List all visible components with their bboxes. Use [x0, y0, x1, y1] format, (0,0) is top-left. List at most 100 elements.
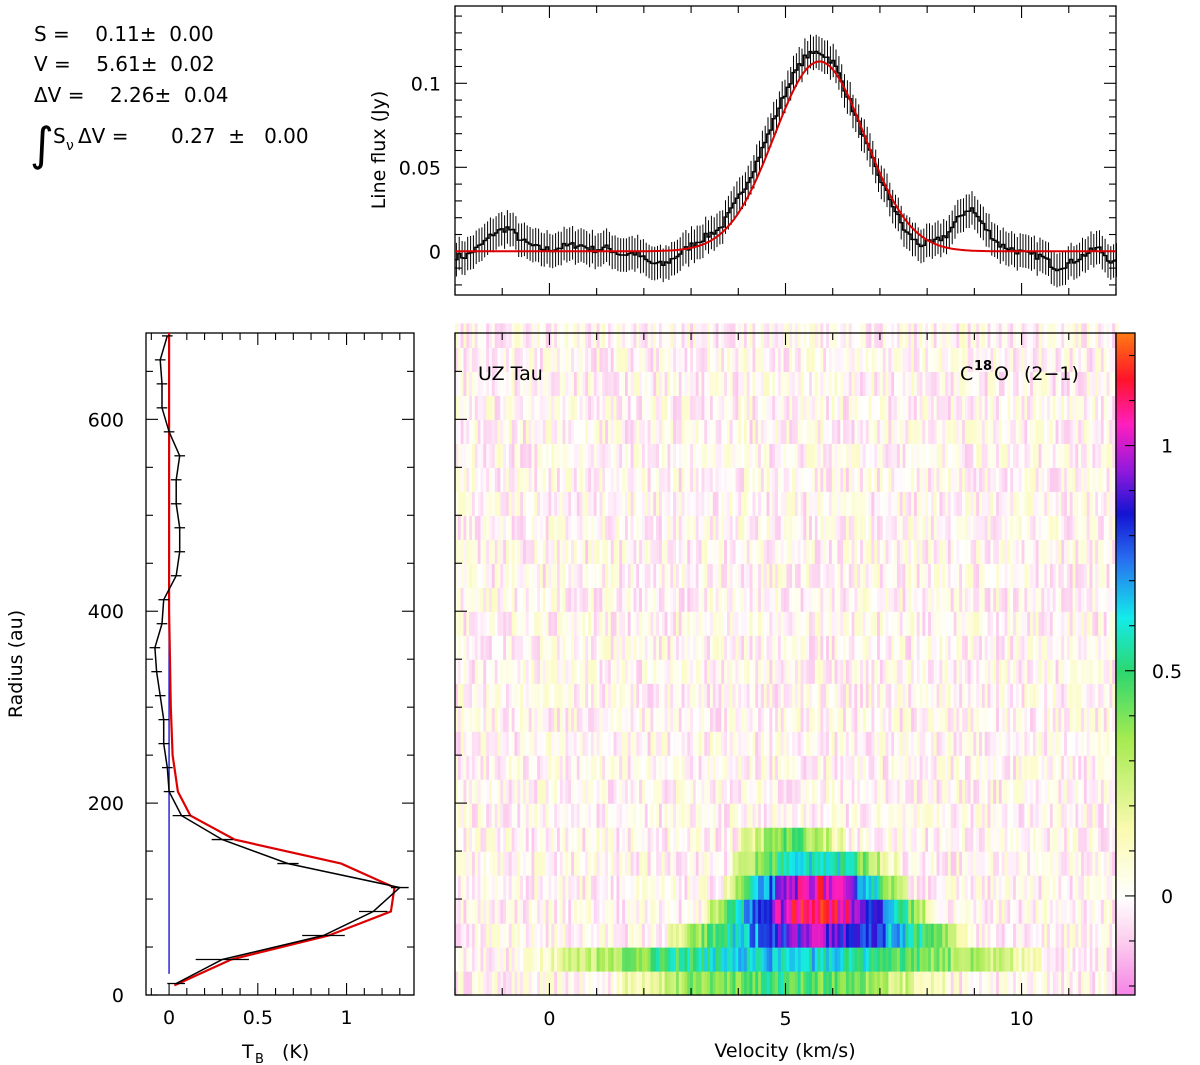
pv-pixel — [987, 587, 991, 612]
pv-pixel — [1027, 923, 1031, 948]
pv-pixel — [698, 947, 702, 972]
pv-pixel — [1078, 563, 1082, 588]
pv-pixel — [998, 923, 1003, 948]
pv-pixel — [834, 971, 838, 996]
pv-pixel — [1038, 635, 1042, 660]
pv-pixel — [820, 539, 824, 564]
pv-pixel — [1109, 827, 1113, 852]
pv-pixel — [732, 563, 736, 588]
pv-pixel — [922, 659, 926, 684]
pv-pixel — [916, 611, 921, 636]
pv-pixel — [882, 803, 887, 828]
pv-pixel — [1092, 659, 1096, 684]
pv-pixel — [1032, 731, 1037, 756]
pv-pixel — [525, 683, 530, 708]
pv-pixel — [1112, 803, 1116, 828]
pv-pixel — [990, 923, 994, 948]
pv-pixel — [950, 875, 955, 900]
pv-pixel — [508, 659, 513, 684]
pv-pixel — [1078, 827, 1082, 852]
pv-pixel — [1027, 635, 1031, 660]
pv-pixel — [599, 563, 603, 588]
pv-pixel — [777, 899, 782, 924]
pv-pixel — [1047, 539, 1051, 564]
pv-pixel — [888, 635, 892, 660]
pv-pixel — [1032, 947, 1037, 972]
pv-pixel — [777, 947, 782, 972]
pv-pixel — [710, 731, 714, 756]
pv-pixel — [964, 563, 969, 588]
pv-pixel — [474, 851, 479, 876]
pv-pixel — [976, 923, 980, 948]
pv-pixel — [1038, 563, 1042, 588]
pv-pixel — [588, 971, 592, 996]
pv-pixel — [899, 635, 904, 660]
pv-pixel — [854, 803, 858, 828]
pv-pixel — [962, 659, 966, 684]
pv-pixel — [469, 923, 473, 948]
pv-pixel — [950, 659, 955, 684]
pv-pixel — [959, 683, 963, 708]
pv-pixel — [744, 515, 748, 540]
pv-pixel — [650, 635, 654, 660]
pv-pixel — [610, 587, 615, 612]
pv-pixel — [746, 971, 751, 996]
pv-pixel — [670, 923, 674, 948]
pv-pixel — [1078, 851, 1082, 876]
pv-pixel — [998, 563, 1003, 588]
pv-pixel — [967, 851, 972, 876]
pv-pixel — [840, 683, 844, 708]
pv-pixel — [1106, 971, 1110, 996]
pv-pixel — [928, 851, 932, 876]
pv-pixel — [814, 971, 819, 996]
pv-pixel — [741, 707, 745, 732]
pv-pixel — [990, 827, 994, 852]
pv-pixel — [993, 731, 997, 756]
pv-pixel — [1098, 827, 1102, 852]
pv-pixel — [463, 659, 467, 684]
pv-pixel — [1112, 875, 1116, 900]
pv-pixel — [605, 875, 609, 900]
pv-pixel — [474, 563, 479, 588]
pv-pixel — [551, 803, 555, 828]
pv-pixel — [704, 587, 708, 612]
pv-pixel — [559, 515, 564, 540]
pv-pixel — [497, 611, 501, 636]
pv-pixel — [500, 707, 504, 732]
pv-pixel — [704, 491, 708, 516]
pv-pixel — [970, 587, 974, 612]
pv-pixel — [1089, 947, 1093, 972]
pv-pixel — [1024, 803, 1028, 828]
pv-pixel — [695, 755, 700, 780]
pv-pixel — [727, 755, 731, 780]
pv-pixel — [460, 923, 465, 948]
pv-pixel — [695, 899, 700, 924]
pv-pixel — [627, 971, 632, 996]
pv-pixel — [1081, 515, 1085, 540]
pv-pixel — [571, 539, 575, 564]
pv-pixel — [540, 587, 544, 612]
pv-pixel — [950, 635, 955, 660]
pv-pixel — [953, 707, 957, 732]
pv-pixel — [817, 779, 821, 804]
pv-pixel — [466, 683, 470, 708]
pv-pixel — [650, 899, 654, 924]
pv-pixel — [1061, 659, 1065, 684]
pv-pixel — [1001, 683, 1006, 708]
pv-pixel — [738, 659, 742, 684]
pv-pixel — [1049, 587, 1054, 612]
pv-pixel — [735, 491, 739, 516]
pv-pixel — [851, 851, 855, 876]
pv-pixel — [896, 779, 901, 804]
pv-pixel — [984, 899, 989, 924]
pv-pixel — [905, 971, 909, 996]
pv-pixel — [981, 563, 986, 588]
pv-pixel — [942, 563, 946, 588]
pv-pixel — [828, 803, 833, 828]
pv-pixel — [500, 851, 504, 876]
pv-pixel — [959, 563, 963, 588]
pv-pixel — [1083, 875, 1088, 900]
pv-pixel — [1044, 707, 1048, 732]
pv-pixel — [599, 515, 603, 540]
pv-pixel — [1078, 707, 1082, 732]
